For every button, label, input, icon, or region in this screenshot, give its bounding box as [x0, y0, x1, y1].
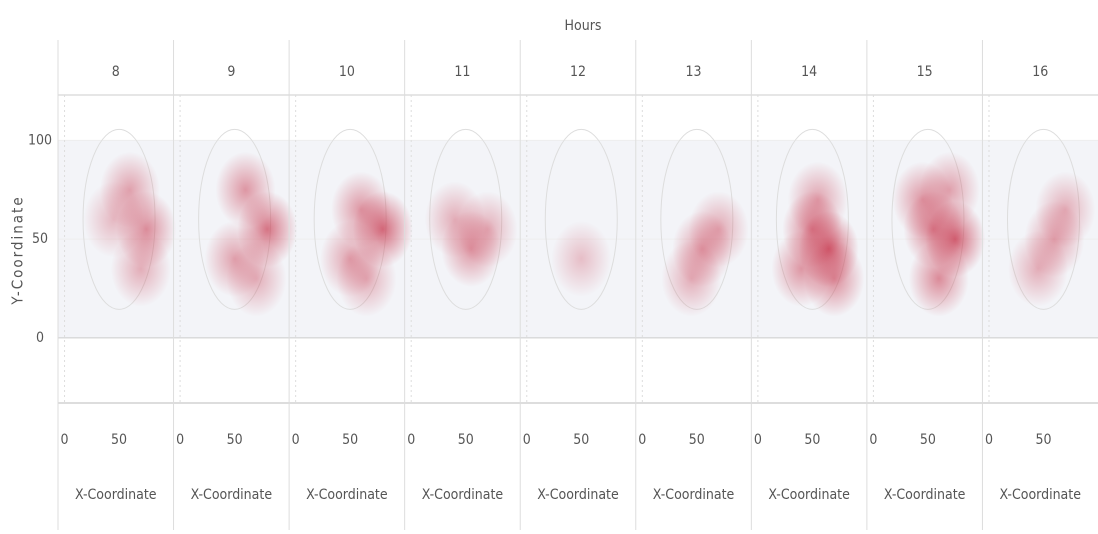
density-blob — [909, 241, 969, 317]
facet-label: 16 — [1032, 64, 1048, 80]
x-axis-label: X-Coordinate — [191, 487, 273, 503]
x-tick-label: 0 — [869, 432, 877, 448]
x-tick-label: 50 — [920, 432, 936, 448]
x-tick-label: 0 — [754, 432, 762, 448]
x-tick-label: 50 — [458, 432, 474, 448]
x-tick-label: 0 — [61, 432, 69, 448]
x-tick-label: 50 — [111, 432, 127, 448]
density-blob — [226, 241, 286, 317]
x-tick-label: 0 — [985, 432, 993, 448]
x-tick-label: 0 — [407, 432, 415, 448]
x-axis-label: X-Coordinate — [422, 487, 504, 503]
x-axis-label: X-Coordinate — [999, 487, 1081, 503]
facet-label: 12 — [570, 64, 586, 80]
y-axis-label: Y-Coordinate — [9, 195, 27, 305]
density-blob — [771, 231, 831, 307]
x-tick-label: 50 — [227, 432, 243, 448]
x-axis-label: X-Coordinate — [768, 487, 850, 503]
density-blob — [337, 241, 397, 317]
x-axis-label: X-Coordinate — [537, 487, 619, 503]
x-axis-label: X-Coordinate — [306, 487, 388, 503]
facet-title: Hours — [565, 18, 602, 34]
y-tick-label: 0 — [36, 330, 44, 346]
facet-label: 8 — [112, 64, 120, 80]
density-blob — [1035, 172, 1095, 248]
density-blob — [661, 241, 721, 317]
facet-label: 9 — [227, 64, 235, 80]
facet-label: 11 — [454, 64, 470, 80]
x-tick-label: 0 — [176, 432, 184, 448]
density-blob — [425, 181, 485, 257]
y-tick-label: 50 — [32, 231, 48, 247]
density-blob — [216, 152, 276, 228]
x-axis-label: X-Coordinate — [653, 487, 735, 503]
x-tick-label: 50 — [804, 432, 820, 448]
density-blob — [788, 162, 848, 238]
x-tick-label: 0 — [292, 432, 300, 448]
density-blob — [84, 181, 144, 257]
facet-label: 13 — [686, 64, 702, 80]
x-axis-label: X-Coordinate — [884, 487, 966, 503]
density-blob — [920, 152, 980, 228]
x-tick-label: 50 — [689, 432, 705, 448]
x-tick-label: 50 — [573, 432, 589, 448]
chart: Hours Y-Coordinate 0501008050X-Coordinat… — [0, 0, 1098, 530]
facet-label: 15 — [917, 64, 933, 80]
x-tick-label: 0 — [523, 432, 531, 448]
facet-label: 10 — [339, 64, 355, 80]
y-tick-label: 100 — [28, 132, 52, 148]
x-tick-label: 50 — [1035, 432, 1051, 448]
facet-label: 14 — [801, 64, 817, 80]
x-axis-label: X-Coordinate — [75, 487, 157, 503]
x-tick-label: 50 — [342, 432, 358, 448]
density-blob — [551, 221, 611, 297]
x-tick-label: 0 — [638, 432, 646, 448]
